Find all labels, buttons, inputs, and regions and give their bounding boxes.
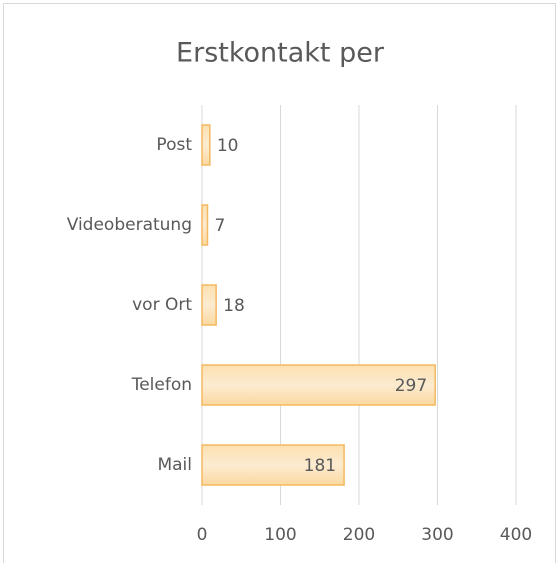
data-label: 297 xyxy=(395,376,427,396)
data-label: 7 xyxy=(214,216,225,236)
x-tick-label: 0 xyxy=(197,525,208,545)
chart-title: Erstkontakt per xyxy=(176,38,385,69)
x-tick-label: 300 xyxy=(421,525,453,545)
x-tick-label: 200 xyxy=(343,525,375,545)
bar xyxy=(201,364,436,406)
data-label: 10 xyxy=(217,136,239,156)
y-tick-label: Post xyxy=(156,135,192,155)
data-label: 181 xyxy=(304,456,336,476)
y-tick-label: Videoberatung xyxy=(67,215,192,235)
y-tick-label: Telefon xyxy=(131,375,192,395)
y-tick-label: Mail xyxy=(157,455,192,475)
bar xyxy=(201,124,211,166)
bar xyxy=(201,204,209,246)
data-label: 18 xyxy=(223,296,245,316)
x-tick-label: 400 xyxy=(500,525,532,545)
bar xyxy=(201,284,217,326)
bar xyxy=(201,444,345,486)
x-tick-label: 100 xyxy=(264,525,296,545)
y-tick-label: vor Ort xyxy=(132,295,192,315)
